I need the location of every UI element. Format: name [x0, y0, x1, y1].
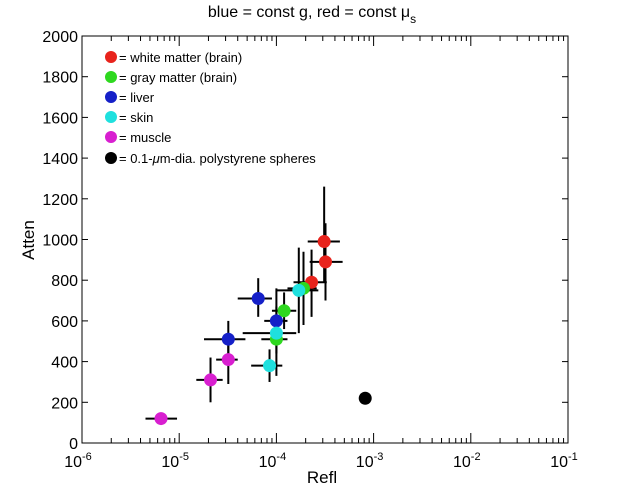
legend-marker-white-matter: [105, 51, 117, 63]
legend-label-white-matter: = white matter (brain): [119, 50, 242, 65]
legend-marker-polystyrene: [105, 152, 117, 164]
y-tick-label: 0: [69, 436, 78, 453]
y-tick-label: 600: [51, 314, 78, 331]
y-tick-label: 400: [51, 355, 78, 372]
y-tick-label: 1400: [42, 151, 78, 168]
legend-label-muscle: = muscle: [119, 130, 171, 145]
y-tick-label: 200: [51, 395, 78, 412]
y-tick-label: 1800: [42, 70, 78, 87]
data-point: [292, 283, 306, 297]
plot-frame: [81, 35, 569, 444]
x-tick-label: 10-5: [161, 451, 189, 471]
legend-label-polystyrene-prefix: = 0.1-: [119, 151, 153, 166]
y-axis-title: Atten: [19, 220, 38, 260]
x-tick-label: 10-4: [259, 451, 287, 471]
legend-marker-gray-matter: [105, 71, 117, 83]
data-points: [154, 235, 372, 426]
data-point: [319, 255, 333, 269]
x-tick-label: 10-2: [453, 451, 481, 471]
legend-label-liver: = liver: [119, 90, 155, 105]
chart-title-subscript: s: [410, 12, 416, 26]
chart-title-text: blue = const g, red = const μ: [208, 4, 410, 21]
legend-label-gray-matter: = gray matter (brain): [119, 70, 237, 85]
legend-label-polystyrene: = 0.1-μm-dia. polystyrene spheres: [119, 151, 316, 166]
y-tick-label: 1000: [42, 233, 78, 250]
legend-label-polystyrene-mu: μ: [152, 151, 160, 166]
x-tick-label: 10-1: [550, 451, 578, 471]
x-tick-label: 10-6: [64, 451, 92, 471]
data-point: [204, 373, 218, 387]
legend-marker-skin: [105, 111, 117, 123]
data-point: [317, 235, 331, 249]
x-tick-label: 10-3: [356, 451, 384, 471]
legend: = white matter (brain) = gray matter (br…: [105, 50, 316, 166]
y-tick-label: 1600: [42, 110, 78, 127]
error-bars: [145, 186, 343, 424]
chart-title: blue = const g, red = const μs: [208, 4, 416, 26]
legend-label-polystyrene-suffix: m-dia. polystyrene spheres: [160, 151, 317, 166]
data-point: [269, 314, 283, 328]
y-tick-labels: 0 200 400 600 800 1000 1200 1400 1600 1800 2000: [42, 29, 78, 453]
data-point: [277, 304, 291, 318]
x-axis-title: Refl: [307, 468, 337, 487]
legend-label-skin: = skin: [119, 110, 153, 125]
legend-marker-liver: [105, 91, 117, 103]
x-tick-labels: 10-6 10-5 10-4 10-3 10-2 10-1: [64, 451, 578, 471]
data-point: [251, 292, 265, 306]
data-point: [358, 391, 372, 405]
data-point: [221, 332, 235, 346]
y-tick-label: 800: [51, 273, 78, 290]
data-point: [154, 412, 168, 426]
data-point: [263, 359, 277, 373]
y-tick-label: 1200: [42, 192, 78, 209]
data-point: [269, 326, 283, 340]
y-tick-label: 2000: [42, 29, 78, 46]
legend-marker-muscle: [105, 131, 117, 143]
data-point: [221, 353, 235, 367]
